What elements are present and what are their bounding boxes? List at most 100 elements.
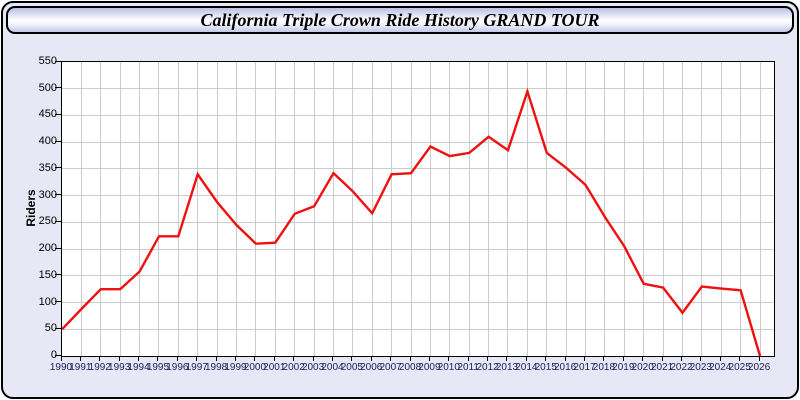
- gridline-vertical: [371, 62, 373, 356]
- x-tick-label: 1992: [88, 362, 111, 373]
- x-tick-label: 2012: [476, 362, 499, 373]
- gridline-vertical: [507, 62, 509, 356]
- x-axis-tick: [487, 356, 489, 361]
- gridline-vertical: [720, 62, 722, 356]
- gridline-vertical: [352, 62, 354, 356]
- x-axis-tick: [235, 356, 236, 361]
- x-tick-label: 1993: [108, 362, 131, 373]
- x-tick-label: 2018: [592, 362, 616, 373]
- chart-region: Riders 0 50 100 150 200 250 300 350 400 450 500 550…: [3, 3, 797, 397]
- gridline-horizontal: [62, 248, 774, 250]
- gridline-vertical: [236, 62, 237, 356]
- x-axis-tick: [564, 356, 566, 361]
- gridline-horizontal: [62, 275, 774, 277]
- y-tick-label: 450: [38, 108, 57, 121]
- gridline-vertical: [643, 62, 645, 356]
- chart-title: California Triple Crown Ride History GRA…: [200, 9, 600, 30]
- x-tick-label: 1991: [69, 362, 92, 373]
- x-tick-label: 1990: [49, 362, 73, 373]
- x-axis-tick: [739, 356, 741, 361]
- y-tick-label: 550: [38, 55, 57, 67]
- x-axis-tick: [719, 356, 721, 361]
- x-axis-tick: [370, 356, 372, 361]
- y-tick-label: 250: [38, 215, 57, 228]
- gridline-vertical: [526, 62, 528, 356]
- y-axis-tick: [55, 194, 61, 196]
- x-tick-label: 1997: [185, 362, 208, 373]
- y-tick-label: 150: [38, 268, 57, 281]
- x-axis-tick: [157, 356, 159, 361]
- gridline-vertical: [449, 62, 451, 356]
- y-axis-tick: [55, 87, 61, 89]
- gridline-horizontal: [62, 195, 774, 197]
- x-tick-label: 2003: [301, 362, 325, 373]
- gridline-vertical: [759, 62, 761, 356]
- x-tick-label: 1995: [146, 362, 170, 373]
- y-axis-tick: [55, 167, 61, 169]
- x-axis-tick: [215, 356, 217, 361]
- x-tick-label: 2010: [437, 362, 460, 373]
- x-axis-tick: [506, 356, 508, 361]
- x-tick-label: 2020: [631, 362, 654, 373]
- gridline-vertical: [701, 62, 703, 356]
- x-tick-label: 2016: [554, 362, 577, 373]
- x-axis-tick: [390, 356, 392, 361]
- x-axis-tick: [622, 356, 624, 361]
- gridline-vertical: [488, 62, 490, 356]
- x-axis-tick: [331, 356, 333, 361]
- x-tick-label: 2024: [709, 362, 732, 373]
- x-tick-label: 2021: [650, 362, 674, 373]
- x-axis-tick: [118, 356, 120, 361]
- title-bar: California Triple Crown Ride History GRA…: [6, 6, 794, 34]
- x-tick-label: 2000: [243, 362, 267, 373]
- x-axis-tick: [448, 356, 450, 361]
- gridline-vertical: [468, 62, 470, 356]
- gridline-vertical: [662, 62, 664, 356]
- x-tick-label: 2008: [398, 362, 422, 373]
- x-axis-tick: [758, 356, 760, 361]
- x-tick-label: 2005: [340, 362, 363, 373]
- x-axis-tick: [312, 356, 314, 361]
- gridline-vertical: [391, 62, 393, 356]
- gridline-vertical: [681, 62, 683, 356]
- x-tick-label: 2009: [418, 362, 441, 373]
- gridline-vertical: [585, 62, 587, 356]
- x-tick-label: 2023: [689, 362, 712, 373]
- gridline-vertical: [623, 62, 625, 356]
- gridline-vertical: [604, 62, 606, 356]
- gridline-vertical: [158, 62, 160, 356]
- y-tick-label: 500: [38, 81, 57, 94]
- gridline-horizontal: [62, 141, 774, 143]
- x-tick-label: 2004: [321, 362, 344, 373]
- plot-area: [61, 61, 775, 357]
- x-axis-tick: [661, 356, 663, 361]
- x-axis-tick: [525, 356, 527, 361]
- x-tick-label: 2025: [728, 362, 751, 373]
- gridline-vertical: [565, 62, 567, 356]
- gridline-horizontal: [62, 114, 774, 116]
- gridline-horizontal: [62, 221, 774, 223]
- x-axis-tick: [79, 356, 81, 361]
- x-tick-label: 2002: [282, 362, 305, 373]
- x-axis-tick: [409, 356, 411, 361]
- gridline-vertical: [216, 62, 218, 356]
- riders-line-chart: [62, 87, 762, 356]
- y-axis-tick: [55, 301, 61, 303]
- gridline-vertical: [100, 62, 102, 356]
- x-tick-label: 2022: [670, 362, 693, 373]
- x-tick-label: 1999: [224, 362, 247, 373]
- x-tick-label: 2013: [495, 362, 519, 373]
- x-axis-tick: [99, 356, 101, 361]
- gridline-vertical: [429, 62, 431, 356]
- gridline-vertical: [740, 62, 742, 356]
- gridline-vertical: [546, 62, 548, 356]
- x-axis-tick: [254, 356, 256, 361]
- gridline-vertical: [410, 62, 412, 356]
- x-axis-tick: [273, 356, 275, 361]
- gridline-horizontal: [62, 328, 774, 330]
- y-axis-tick: [55, 247, 61, 249]
- x-tick-label: 2011: [457, 362, 479, 373]
- x-axis-tick: [176, 356, 178, 361]
- y-axis-tick: [55, 113, 61, 115]
- x-axis-tick: [293, 356, 295, 361]
